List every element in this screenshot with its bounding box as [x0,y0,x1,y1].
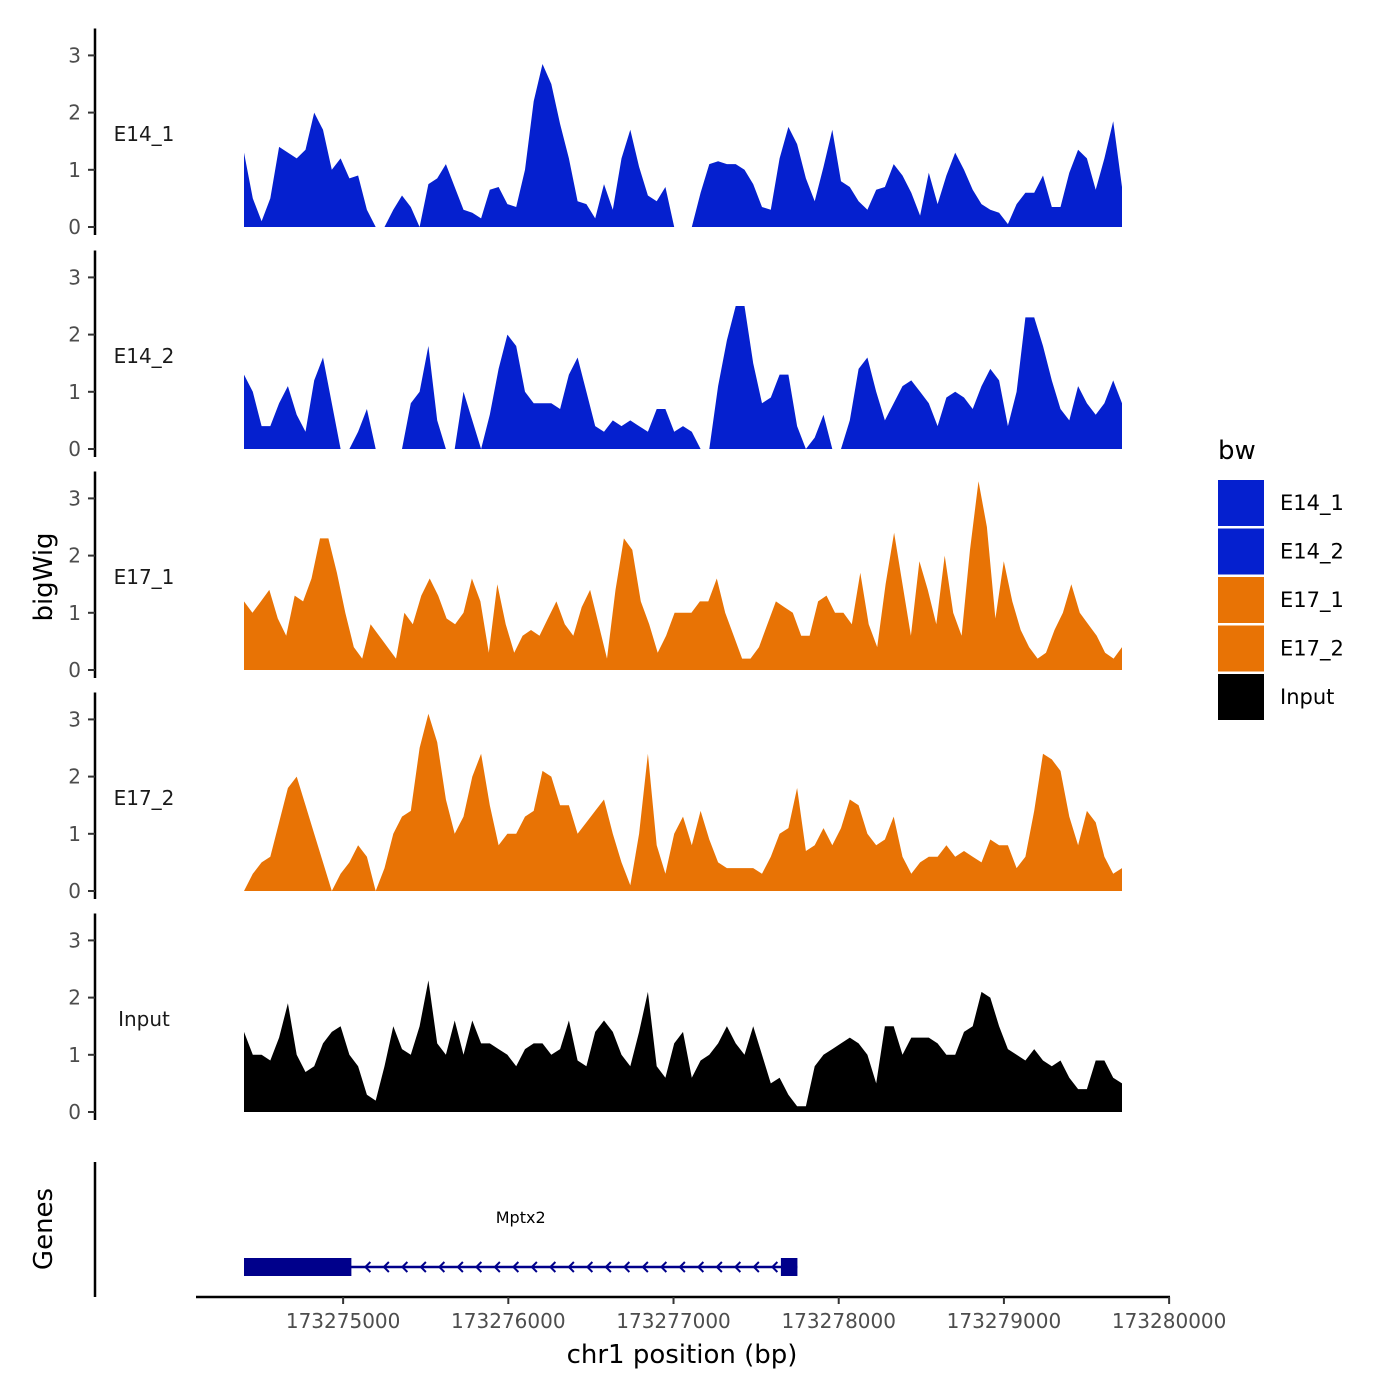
track-label-E14_2: E14_2 [114,344,175,368]
y-tick-label: 0 [68,437,81,461]
track-E17_2: 0 1 2 3 E17_2 [68,692,1122,903]
legend-title: bw [1218,436,1256,466]
track-E14_2: 0 1 2 3 E14_2 [68,250,1122,461]
y-tick-label: 1 [68,1043,81,1067]
strand-arrow [567,1261,575,1273]
track-E17_1: 0 1 2 3 E17_1 [68,471,1122,682]
strand-arrow [622,1261,631,1273]
y-tick-label: 2 [68,986,81,1010]
y-tick-label: 0 [68,215,81,239]
gene-Mptx2: Mptx2 [244,1208,798,1276]
y-tick-label: 2 [68,765,81,789]
strand-arrow [456,1261,464,1273]
legend-key-E14_2 [1218,528,1264,575]
strand-arrow [696,1261,705,1273]
strand-arrow [604,1261,612,1273]
y-axis-title: bigWig [29,532,59,621]
gene-track: Mptx2 [93,1162,798,1297]
legend-label-E14_2: E14_2 [1280,540,1344,565]
strand-arrow [752,1261,760,1273]
area-E17_1 [244,481,1122,670]
x-tick-label: 173276000 [451,1309,566,1333]
legend-key-E17_1 [1218,577,1264,623]
strand-arrow [530,1261,538,1273]
legend-label-E17_2: E17_2 [1280,637,1344,662]
y-tick-label: 3 [68,486,81,510]
x-axis: 173275000 173276000 173277000 173278000 1732… [196,1295,1227,1333]
track-label-E17_2: E17_2 [114,786,175,810]
legend-key-E14_1 [1218,480,1264,526]
track-label-E17_1: E17_1 [114,565,175,589]
strand-arrow [715,1261,723,1273]
y-tick-label: 1 [68,601,81,625]
strand-arrow [659,1261,668,1273]
strand-arrow [733,1261,742,1273]
area-E14_1 [244,64,1122,227]
legend: bw E14_1 E14_2 E17_1 E17_2 Input [1218,436,1344,720]
track-label-E14_1: E14_1 [114,122,175,146]
y-tick-label: 3 [68,707,81,731]
y-tick-label: 3 [68,265,81,289]
x-tick-label: 173279000 [947,1309,1062,1333]
y-tick-label: 2 [68,544,81,568]
y-tick-label: 2 [68,323,81,347]
x-tick-label: 173278000 [781,1309,896,1333]
y-tick-label: 1 [68,822,81,846]
strand-arrow [437,1261,446,1273]
legend-key-Input [1218,674,1264,720]
track-E14_1: 0 1 2 3 E14_1 [68,28,1122,239]
legend-label-E14_1: E14_1 [1280,491,1344,516]
y-tick-label: 3 [68,928,81,952]
strand-arrow [493,1261,501,1273]
x-tick-label: 173280000 [1112,1309,1227,1333]
legend-key-E17_2 [1218,625,1264,672]
gene-label: Mptx2 [496,1208,546,1227]
y-tick-label: 1 [68,158,81,182]
signal-tracks: 0 1 2 3 E14_1 0 1 2 3 E14_2 0 1 2 3 E17_1 0 1 2 3 E17_2 0 1 2 3… [68,28,1122,1124]
legend-label-Input: Input [1280,685,1334,709]
gene-exon [780,1258,798,1276]
y-tick-label: 2 [68,101,81,125]
strand-arrow [548,1261,557,1273]
genes-axis-title: Genes [29,1188,59,1270]
track-label-Input: Input [118,1007,170,1031]
area-Input [244,980,1122,1112]
y-tick-label: 0 [68,879,81,903]
strand-arrow [641,1261,649,1273]
track-Input: 0 1 2 3 Input [68,913,1122,1124]
strand-arrow [585,1261,594,1273]
y-tick-label: 0 [68,658,81,682]
strand-arrow [400,1261,409,1273]
legend-label-E17_1: E17_1 [1280,588,1344,613]
x-axis-title: chr1 position (bp) [567,1340,798,1370]
strand-arrow [382,1261,390,1273]
strand-arrow [770,1261,779,1273]
strand-arrow [474,1261,483,1273]
x-tick-label: 173277000 [616,1309,731,1333]
gene-exon [244,1258,352,1276]
x-tick-label: 173275000 [286,1309,401,1333]
area-E17_2 [244,713,1122,891]
y-tick-label: 1 [68,380,81,404]
area-E14_2 [244,306,1122,449]
strand-arrow [363,1261,372,1273]
y-tick-label: 3 [68,43,81,67]
strand-arrow [511,1261,520,1273]
y-tick-label: 0 [68,1100,81,1124]
strand-arrow [678,1261,686,1273]
strand-arrow [419,1261,427,1273]
